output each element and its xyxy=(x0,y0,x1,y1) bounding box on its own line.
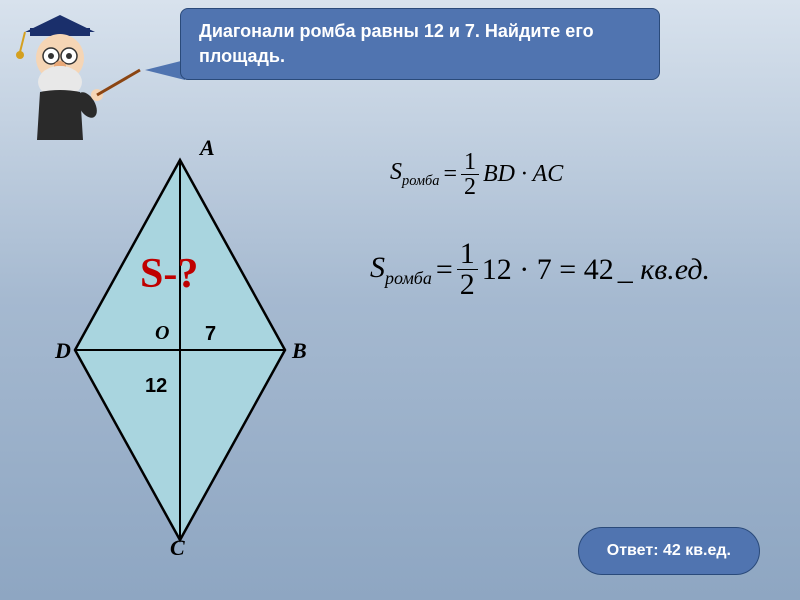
vertex-a: A xyxy=(200,135,215,161)
vertex-o: O xyxy=(155,322,169,345)
formula-general: Sромба = 1 2 BD · AC xyxy=(390,150,770,199)
question-text: Диагонали ромба равны 12 и 7. Найдите ег… xyxy=(199,21,594,66)
fraction-half-2: 1 2 xyxy=(457,239,478,300)
vertex-c: C xyxy=(170,535,185,561)
answer-box: Ответ: 42 кв.ед. xyxy=(578,527,760,575)
formula-area: Sромба = 1 2 BD · AC Sромба = 1 2 12 · 7… xyxy=(370,150,770,300)
formula-calculation: Sромба = 1 2 12 · 7 = 42 _ кв.ед. xyxy=(370,239,770,300)
formula-s-2: Sромба xyxy=(370,251,432,289)
equals-sign-2: = xyxy=(436,253,453,287)
equals-sign: = xyxy=(443,161,457,188)
diagonal-label-12: 12 xyxy=(145,375,167,398)
formula-s: Sромба xyxy=(390,159,439,190)
professor-character xyxy=(5,10,145,150)
formula-vars: BD · AC xyxy=(483,161,563,188)
vertex-d: D xyxy=(55,338,71,364)
question-box: Диагонали ромба равны 12 и 7. Найдите ег… xyxy=(180,8,660,80)
speech-tail xyxy=(145,60,185,80)
answer-text: Ответ: 42 кв.ед. xyxy=(607,542,731,559)
rhombus-diagram: A B C D O 7 12 S-? xyxy=(50,140,310,560)
formula-unit: _ кв.ед. xyxy=(618,253,710,287)
vertex-b: B xyxy=(292,338,307,364)
fraction-half: 1 2 xyxy=(461,150,479,199)
formula-expr: 12 · 7 = 42 xyxy=(482,253,614,287)
area-question-label: S-? xyxy=(140,250,198,298)
diagonal-label-7: 7 xyxy=(205,323,216,346)
